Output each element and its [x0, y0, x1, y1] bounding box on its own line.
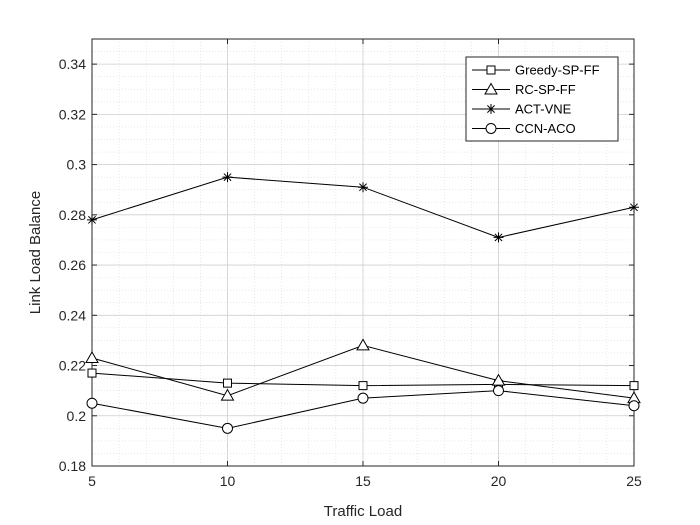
data-point-ccn-aco — [86, 397, 98, 409]
series-rc-sp-ff — [85, 338, 641, 404]
data-point-act-vne — [222, 172, 233, 183]
legend-marker — [485, 123, 497, 134]
legend-label: RC-SP-FF — [515, 82, 576, 97]
legend-marker — [486, 104, 496, 114]
y-tick-label: 0.34 — [59, 56, 86, 72]
y-tick-label: 0.22 — [59, 358, 86, 374]
data-point-act-vne — [629, 202, 639, 213]
legend: Greedy-SP-FF RC-SP-FF ACT-VNE CCN-ACO — [465, 56, 619, 142]
legend-item-rc-sp-ff: RC-SP-FF — [472, 82, 576, 97]
legend-label: Greedy-SP-FF — [515, 63, 600, 78]
data-point-act-vne — [493, 232, 504, 243]
data-point-rc-sp-ff — [356, 338, 370, 351]
x-tick-label: 15 — [355, 473, 371, 489]
legend-marker — [486, 65, 496, 75]
y-axis-ticks: 0.18 0.2 0.22 0.24 0.26 0.28 0.3 0.32 0.34 — [59, 56, 634, 474]
y-tick-label: 0.3 — [67, 157, 87, 173]
y-tick-label: 0.2 — [67, 408, 87, 424]
legend-item-ccn-aco: CCN-ACO — [472, 121, 576, 136]
legend-label: ACT-VNE — [515, 102, 572, 117]
legend-item-greedy-sp-ff: Greedy-SP-FF — [472, 63, 600, 78]
y-tick-label: 0.28 — [59, 207, 86, 223]
data-point-greedy-sp-ff — [629, 381, 639, 391]
y-tick-label: 0.24 — [59, 307, 86, 323]
x-axis-label: Traffic Load — [324, 503, 402, 520]
x-tick-label: 5 — [88, 473, 96, 489]
data-point-greedy-sp-ff — [223, 378, 232, 388]
series-group — [85, 172, 641, 434]
legend-marker — [484, 82, 498, 95]
y-tick-label: 0.26 — [59, 257, 86, 273]
x-axis-ticks: 5 10 15 20 25 — [88, 39, 642, 489]
data-point-act-vne — [87, 214, 97, 225]
y-axis-label: Link Load Balance — [27, 191, 44, 314]
data-point-rc-sp-ff — [220, 388, 235, 401]
data-point-ccn-aco — [222, 422, 233, 434]
data-point-ccn-aco — [357, 392, 369, 404]
data-point-act-vne — [358, 182, 368, 193]
y-tick-label: 0.18 — [59, 458, 86, 474]
x-tick-label: 10 — [220, 473, 236, 489]
data-point-greedy-sp-ff — [87, 368, 97, 378]
data-point-ccn-aco — [493, 385, 504, 397]
legend-item-act-vne: ACT-VNE — [472, 102, 572, 117]
data-point-greedy-sp-ff — [358, 381, 368, 391]
data-point-ccn-aco — [628, 400, 640, 412]
y-tick-label: 0.32 — [59, 106, 86, 122]
series-ccn-aco — [86, 385, 640, 434]
data-point-rc-sp-ff — [491, 373, 506, 386]
legend-label: CCN-ACO — [515, 121, 576, 136]
series-act-vne — [87, 172, 639, 243]
data-point-rc-sp-ff — [85, 350, 99, 363]
x-tick-label: 20 — [491, 473, 507, 489]
x-tick-label: 25 — [626, 473, 642, 489]
